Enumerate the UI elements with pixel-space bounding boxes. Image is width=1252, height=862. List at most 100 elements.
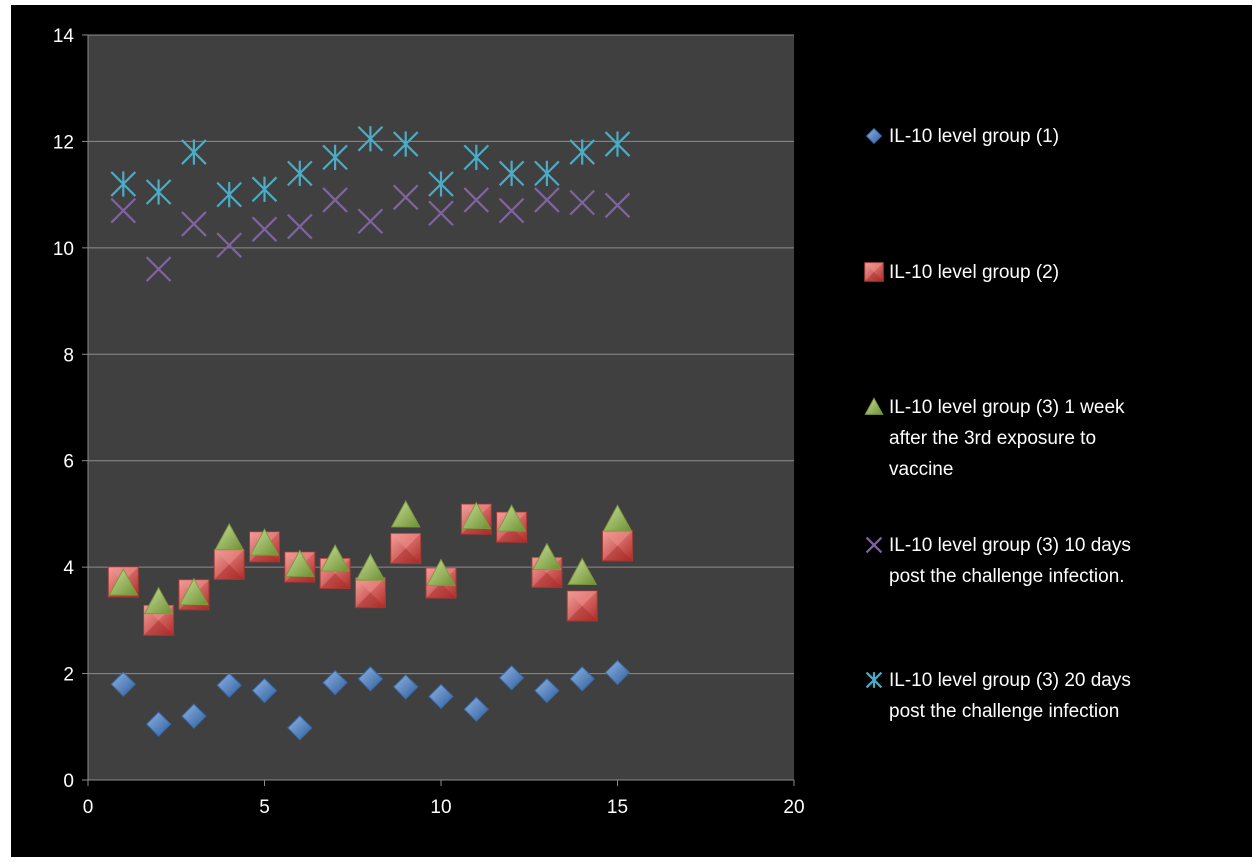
data-point-diamond — [322, 669, 348, 696]
data-point-x — [463, 187, 490, 213]
y-tick-label: 4 — [63, 558, 74, 579]
legend-label: after the 3rd exposure to — [889, 428, 1096, 449]
x-tick-label: 20 — [783, 797, 804, 818]
legend-label: IL-10 level group (3) 10 days — [889, 535, 1131, 556]
data-point-triangle — [864, 397, 884, 415]
axes — [82, 34, 795, 786]
y-tick-label: 2 — [63, 665, 74, 686]
data-point-diamond — [181, 703, 207, 729]
data-point-triangle — [284, 549, 315, 577]
legend-label: post the challenge infection. — [889, 566, 1125, 587]
data-point-triangle — [461, 501, 492, 529]
data-point-x — [428, 200, 454, 227]
legend-item: IL-10 level group (1) — [865, 126, 1059, 147]
data-point-x — [287, 213, 313, 240]
data-point-triangle — [249, 528, 280, 556]
data-point-diamond — [865, 127, 883, 145]
x-tick-label: 0 — [83, 797, 94, 818]
data-point-triangle — [532, 542, 562, 570]
data-point-diamond — [604, 659, 631, 686]
data-point-square — [566, 590, 598, 622]
data-point-asterisk — [287, 160, 313, 187]
data-point-square — [390, 533, 422, 565]
data-point-x — [604, 192, 631, 219]
data-points — [107, 125, 633, 741]
data-point-asterisk — [463, 144, 490, 171]
data-point-diamond — [463, 696, 490, 722]
data-point-triangle — [390, 499, 421, 528]
data-point-triangle — [320, 544, 350, 572]
data-point-diamond — [498, 665, 525, 691]
data-point-diamond — [534, 677, 560, 704]
y-tick-label: 0 — [63, 771, 74, 792]
data-point-x — [145, 256, 172, 282]
legend-label: IL-10 level group (1) — [889, 126, 1059, 147]
data-point-diamond — [392, 674, 419, 700]
y-tick-label: 10 — [53, 239, 74, 260]
data-point-x — [181, 211, 207, 237]
x-tick-label: 5 — [259, 797, 270, 818]
y-tick-label: 12 — [53, 132, 74, 153]
data-point-asterisk — [357, 125, 384, 152]
data-point-triangle — [496, 504, 527, 532]
y-tick-label: 6 — [63, 452, 74, 473]
data-point-triangle — [108, 568, 139, 596]
data-point-square — [354, 577, 386, 609]
data-point-triangle — [567, 557, 598, 585]
data-point-diamond — [569, 666, 595, 692]
data-point-triangle — [143, 586, 174, 615]
data-point-triangle — [426, 558, 456, 586]
data-point-asterisk — [145, 179, 172, 205]
data-point-triangle — [355, 553, 386, 581]
scatter-chart: 0 2 4 6 8 10 12 14 0 5 10 15 20 IL-10 level group (1… — [53, 26, 1131, 818]
data-point-diamond — [145, 711, 172, 737]
legend-label: post the challenge infection — [889, 701, 1119, 722]
legend-label: IL-10 level group (3) 20 days — [889, 670, 1131, 691]
data-point-square — [602, 530, 633, 562]
data-point-diamond — [110, 671, 137, 697]
x-tick-label: 15 — [607, 797, 628, 818]
data-point-asterisk — [110, 171, 137, 197]
data-point-x — [392, 184, 419, 211]
x-tick-label: 10 — [430, 797, 451, 818]
data-point-asterisk — [865, 671, 883, 689]
tick-labels: 0 2 4 6 8 10 12 14 0 5 10 15 20 — [53, 26, 805, 818]
data-point-x — [498, 197, 525, 224]
y-tick-label: 14 — [53, 26, 75, 47]
legend-item: IL-10 level group (3) 20 days post the ch… — [865, 670, 1131, 722]
data-point-asterisk — [534, 160, 560, 187]
legend-label: IL-10 level group (2) — [889, 262, 1059, 283]
data-point-square — [864, 262, 884, 282]
legend-item: IL-10 level group (3) 1 week after the 3r… — [864, 397, 1125, 480]
data-point-asterisk — [569, 139, 595, 165]
data-point-diamond — [428, 683, 454, 710]
data-point-x — [216, 232, 242, 258]
data-point-square — [213, 548, 245, 580]
data-point-x — [251, 216, 278, 243]
data-point-diamond — [287, 715, 313, 741]
y-tick-label: 8 — [63, 345, 74, 366]
plot-area — [88, 35, 794, 780]
data-point-asterisk — [428, 171, 454, 197]
legend-item: IL-10 level group (3) 10 days post the ch… — [865, 535, 1131, 587]
chart-frame: 0 2 4 6 8 10 12 14 0 5 10 15 20 IL-10 level group (1… — [11, 5, 1252, 857]
data-point-diamond — [251, 677, 278, 704]
data-point-triangle — [179, 577, 209, 606]
data-point-asterisk — [322, 144, 348, 171]
data-point-asterisk — [392, 131, 419, 157]
data-point-diamond — [216, 672, 242, 698]
data-point-asterisk — [216, 181, 242, 208]
data-point-triangle — [214, 522, 245, 551]
legend-label: IL-10 level group (3) 1 week — [889, 397, 1125, 418]
legend-item: IL-10 level group (2) — [864, 262, 1059, 283]
legend: IL-10 level group (1) IL-10 level group (… — [864, 126, 1131, 722]
data-point-x — [357, 208, 384, 235]
data-point-asterisk — [498, 160, 525, 187]
data-point-x — [569, 189, 595, 216]
data-point-x — [322, 187, 348, 213]
data-point-asterisk — [251, 176, 278, 203]
data-point-diamond — [357, 666, 384, 692]
data-point-x — [534, 187, 560, 213]
data-point-asterisk — [604, 131, 631, 157]
legend-label: vaccine — [889, 459, 953, 480]
